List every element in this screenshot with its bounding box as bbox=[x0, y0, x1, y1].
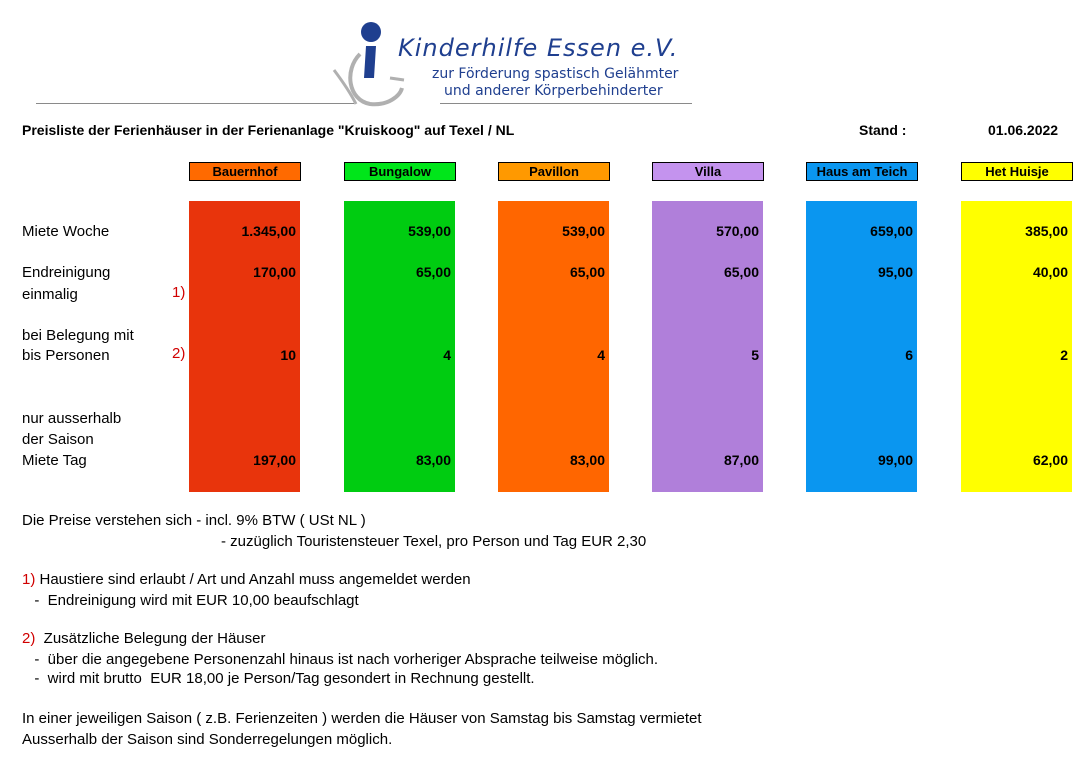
label-der-saison: der Saison bbox=[22, 431, 94, 448]
house-color-bar bbox=[498, 201, 609, 492]
note-brutto: - wird mit brutto EUR 18,00 je Person/Ta… bbox=[26, 670, 535, 687]
price-day: 62,00 bbox=[1032, 452, 1068, 468]
house-color-bar bbox=[806, 201, 917, 492]
note-belegung: 2) Zusätzliche Belegung der Häuser bbox=[22, 630, 265, 647]
label-ausserhalb: nur ausserhalb bbox=[22, 410, 122, 427]
org-subtitle-2: und anderer Körperbehinderter bbox=[444, 83, 663, 99]
max-persons: 5 bbox=[751, 347, 759, 363]
footnote-marker-2: 2) bbox=[172, 345, 186, 362]
label-bis-personen: bis Personen bbox=[22, 347, 110, 364]
house-color-bar bbox=[189, 201, 300, 492]
house-header: Bauernhof bbox=[189, 162, 301, 181]
note-haustiere-text: Haustiere sind erlaubt / Art und Anzahl … bbox=[35, 571, 471, 588]
note-touristensteuer: - zuzüglich Touristensteuer Texel, pro P… bbox=[221, 533, 647, 550]
house-color-bar bbox=[652, 201, 763, 492]
price-week: 539,00 bbox=[562, 223, 605, 239]
label-miete-tag: Miete Tag bbox=[22, 452, 87, 469]
price-day: 99,00 bbox=[877, 452, 913, 468]
note-haustiere: 1) Haustiere sind erlaubt / Art und Anza… bbox=[22, 571, 471, 588]
house-header: Villa bbox=[652, 162, 764, 181]
label-einmalig: einmalig bbox=[22, 286, 78, 303]
stand-label: Stand : bbox=[859, 122, 907, 138]
price-day: 197,00 bbox=[253, 452, 296, 468]
note-preise: Die Preise verstehen sich - incl. 9% BTW… bbox=[22, 512, 366, 529]
house-header: Haus am Teich bbox=[806, 162, 918, 181]
house-header: Het Huisje bbox=[961, 162, 1073, 181]
label-endreinigung: Endreinigung bbox=[22, 264, 111, 281]
org-subtitle-1: zur Förderung spastisch Gelähmter bbox=[432, 66, 679, 82]
price-week: 570,00 bbox=[716, 223, 759, 239]
house-header: Bungalow bbox=[344, 162, 456, 181]
logo-divider-right bbox=[440, 103, 692, 104]
logo-divider bbox=[36, 103, 354, 104]
label-miete-woche: Miete Woche bbox=[22, 223, 110, 240]
price-cleaning: 65,00 bbox=[723, 264, 759, 280]
house-color-bar bbox=[344, 201, 455, 492]
house-color-bar bbox=[961, 201, 1072, 492]
note-personenzahl: - über die angegebene Personenzahl hinau… bbox=[26, 651, 659, 668]
price-cleaning: 65,00 bbox=[569, 264, 605, 280]
stand-date: 01.06.2022 bbox=[988, 122, 1059, 138]
footnote-marker-1: 1) bbox=[172, 284, 186, 301]
max-persons: 2 bbox=[1060, 347, 1068, 363]
price-cleaning: 65,00 bbox=[415, 264, 451, 280]
price-week: 1.345,00 bbox=[241, 223, 297, 239]
price-day: 83,00 bbox=[415, 452, 451, 468]
price-cleaning: 170,00 bbox=[253, 264, 296, 280]
price-cleaning: 40,00 bbox=[1032, 264, 1068, 280]
price-day: 83,00 bbox=[569, 452, 605, 468]
max-persons: 6 bbox=[905, 347, 913, 363]
max-persons: 10 bbox=[280, 347, 296, 363]
max-persons: 4 bbox=[443, 347, 451, 363]
price-week: 385,00 bbox=[1025, 223, 1068, 239]
max-persons: 4 bbox=[597, 347, 605, 363]
note-belegung-text: Zusätzliche Belegung der Häuser bbox=[35, 630, 266, 647]
house-header: Pavillon bbox=[498, 162, 610, 181]
price-cleaning: 95,00 bbox=[877, 264, 913, 280]
wheelchair-logo-icon bbox=[332, 22, 405, 107]
note-marker-2: 2) bbox=[22, 630, 36, 647]
label-belegung: bei Belegung mit bbox=[22, 327, 134, 344]
price-week: 539,00 bbox=[408, 223, 451, 239]
note-saison: In einer jeweiligen Saison ( z.B. Ferien… bbox=[22, 710, 702, 727]
page-title: Preisliste der Ferienhäuser in der Ferie… bbox=[22, 122, 515, 138]
note-marker-1: 1) bbox=[22, 571, 36, 588]
note-sonderregelungen: Ausserhalb der Saison sind Sonderregelun… bbox=[22, 731, 393, 748]
org-name: Kinderhilfe Essen e.V. bbox=[398, 34, 679, 62]
note-endreinigung: - Endreinigung wird mit EUR 10,00 beaufs… bbox=[26, 592, 359, 609]
price-day: 87,00 bbox=[723, 452, 759, 468]
price-week: 659,00 bbox=[870, 223, 913, 239]
